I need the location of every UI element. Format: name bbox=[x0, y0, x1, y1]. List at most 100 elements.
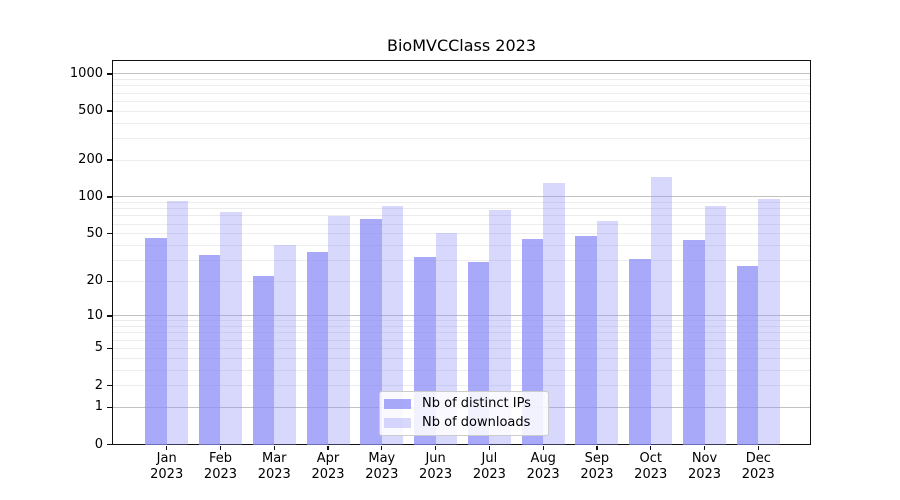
x-tick-month: Sep bbox=[584, 451, 610, 466]
legend-swatch-downloads bbox=[384, 418, 411, 428]
y-tick-label: 1 bbox=[94, 399, 103, 415]
x-tick-label: Dec 2023 bbox=[726, 451, 790, 483]
legend-swatch-distinct-ips bbox=[384, 399, 411, 409]
y-tick-label: 100 bbox=[78, 188, 103, 204]
gridline-minor bbox=[113, 357, 810, 359]
x-tick-mark bbox=[273, 445, 275, 450]
gridline-minor bbox=[113, 339, 810, 341]
bar-downloads bbox=[489, 210, 511, 445]
x-tick-mark bbox=[596, 445, 598, 450]
gridline-minor bbox=[113, 122, 810, 124]
bar-distinct-ips bbox=[736, 265, 759, 445]
y-tick-mark bbox=[107, 232, 113, 235]
x-tick-year: 2023 bbox=[365, 467, 399, 482]
plot-border bbox=[111, 59, 811, 446]
x-tick-label: Jun 2023 bbox=[404, 451, 468, 483]
gridline-minor bbox=[113, 85, 810, 87]
bar-downloads bbox=[543, 183, 565, 445]
x-tick-month: Oct bbox=[639, 451, 662, 466]
gridline-minor bbox=[113, 223, 810, 225]
x-tick-mark bbox=[327, 445, 329, 450]
x-tick-label: Aug 2023 bbox=[511, 451, 575, 483]
bar-downloads bbox=[381, 205, 404, 445]
y-tick-label: 5 bbox=[94, 340, 103, 356]
x-tick-year: 2023 bbox=[687, 467, 722, 482]
x-tick-year: 2023 bbox=[419, 467, 453, 482]
x-tick-mark bbox=[381, 445, 383, 450]
y-tick-label: 10 bbox=[86, 307, 103, 323]
x-tick-month: Nov bbox=[691, 451, 718, 466]
gridline-minor bbox=[113, 347, 810, 349]
y-tick-mark bbox=[107, 196, 113, 198]
y-tick-mark bbox=[107, 384, 113, 387]
x-tick-label: May 2023 bbox=[350, 451, 414, 483]
gridline-minor bbox=[113, 385, 810, 387]
legend: Nb of distinct IPs Nb of downloads bbox=[379, 391, 549, 436]
gridline-minor bbox=[113, 215, 810, 217]
x-tick-mark bbox=[434, 445, 437, 450]
bar-distinct-ips bbox=[629, 258, 651, 445]
x-tick-year: 2023 bbox=[203, 467, 238, 482]
legend-label-distinct-ips: Nb of distinct IPs bbox=[422, 396, 531, 411]
x-tick-label: Jul 2023 bbox=[457, 451, 521, 483]
y-tick-mark bbox=[107, 110, 113, 112]
x-tick-month: Mar bbox=[261, 451, 287, 466]
x-tick-label: Oct 2023 bbox=[619, 451, 683, 483]
x-tick-year: 2023 bbox=[150, 467, 184, 482]
y-tick-label: 2 bbox=[94, 377, 103, 393]
x-tick-year: 2023 bbox=[257, 467, 291, 482]
gridline-minor bbox=[113, 208, 810, 210]
y-tick-mark bbox=[107, 159, 113, 161]
x-tick-month: Apr bbox=[316, 451, 340, 466]
gridline-major bbox=[113, 315, 810, 317]
x-tick-mark bbox=[757, 445, 759, 450]
x-tick-year: 2023 bbox=[311, 467, 345, 482]
chart-title: BioMVCClass 2023 bbox=[386, 36, 537, 55]
bar-downloads bbox=[274, 245, 296, 445]
x-tick-month: Aug bbox=[530, 451, 556, 466]
gridline-major bbox=[113, 73, 810, 75]
x-tick-mark bbox=[542, 445, 544, 450]
x-tick-mark bbox=[650, 445, 652, 450]
bar-downloads bbox=[220, 211, 242, 445]
bar-downloads bbox=[650, 177, 673, 445]
bar-downloads bbox=[758, 198, 780, 445]
gridline-minor bbox=[113, 159, 810, 161]
legend-item-distinct-ips: Nb of distinct IPs bbox=[384, 396, 544, 412]
gridline-minor bbox=[113, 259, 810, 261]
bar-downloads bbox=[704, 206, 726, 445]
bar-downloads bbox=[596, 220, 619, 445]
y-tick-mark bbox=[107, 406, 113, 408]
plot-area bbox=[113, 61, 810, 445]
gridline-minor bbox=[113, 92, 810, 94]
bar-distinct-ips bbox=[360, 218, 382, 445]
gridline-minor bbox=[113, 79, 810, 81]
gridline-minor bbox=[113, 233, 810, 235]
x-tick-year: 2023 bbox=[526, 467, 560, 482]
grid-layer bbox=[113, 61, 810, 445]
y-tick-label: 500 bbox=[78, 103, 103, 119]
bar-downloads bbox=[328, 215, 350, 445]
gridline-minor bbox=[113, 100, 810, 102]
y-tick-label: 20 bbox=[86, 273, 103, 289]
y-tick-mark bbox=[107, 347, 113, 350]
legend-item-downloads: Nb of downloads bbox=[384, 415, 544, 431]
bars-layer bbox=[113, 61, 810, 445]
gridline-minor bbox=[113, 332, 810, 334]
bar-distinct-ips bbox=[575, 235, 597, 445]
x-tick-month: Jan bbox=[156, 451, 177, 466]
gridline-minor bbox=[113, 320, 810, 322]
x-tick-label: Mar 2023 bbox=[242, 451, 306, 483]
x-tick-label: Apr 2023 bbox=[296, 451, 360, 483]
y-tick-label: 200 bbox=[78, 152, 103, 168]
y-tick-mark bbox=[107, 73, 113, 75]
legend-label-downloads: Nb of downloads bbox=[422, 415, 531, 430]
bar-distinct-ips bbox=[252, 276, 275, 445]
gridline-minor bbox=[113, 244, 810, 246]
bar-distinct-ips bbox=[198, 255, 221, 445]
gridline-minor bbox=[113, 369, 810, 371]
y-tick-mark bbox=[107, 443, 113, 446]
y-tick-mark bbox=[107, 315, 113, 317]
gridline-minor bbox=[113, 110, 810, 112]
